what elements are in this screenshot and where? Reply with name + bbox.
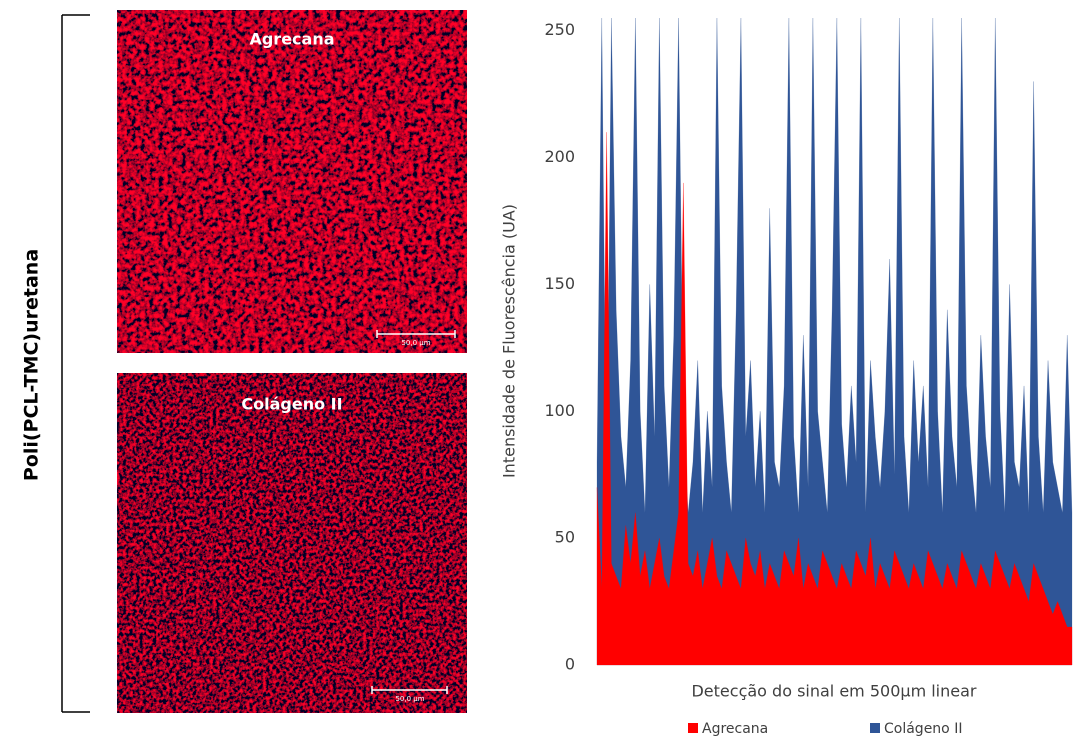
- y-tick-label: 200: [544, 147, 575, 166]
- scale-label: 50,0 µm: [395, 695, 424, 703]
- legend-swatch: [688, 723, 698, 733]
- scale-label: 50,0 µm: [401, 339, 430, 347]
- legend-label: Agrecana: [702, 721, 768, 737]
- y-tick-label: 50: [555, 528, 575, 547]
- legend-label: Colágeno II: [884, 721, 962, 737]
- y-tick-label: 100: [544, 401, 575, 420]
- scale-bar: [376, 330, 456, 338]
- panel-title: Colágeno II: [241, 395, 342, 414]
- scale-bar: [371, 686, 448, 694]
- panel-title: Agrecana: [249, 30, 334, 49]
- y-tick-label: 250: [544, 20, 575, 39]
- micrograph: [117, 373, 467, 713]
- y-axis-label: Intensidade de Fluorescência (UA): [500, 204, 519, 478]
- side-label: Poli(PCL-TMC)uretana: [21, 249, 43, 481]
- legend-swatch: [870, 723, 880, 733]
- x-axis-label: Detecção do sinal em 500µm linear: [691, 682, 976, 701]
- area: [596, 132, 1073, 666]
- area: [596, 17, 1073, 666]
- y-tick-label: 0: [565, 655, 575, 674]
- y-tick-label: 150: [544, 274, 575, 293]
- bracket: [61, 14, 90, 713]
- micrograph: [117, 10, 467, 353]
